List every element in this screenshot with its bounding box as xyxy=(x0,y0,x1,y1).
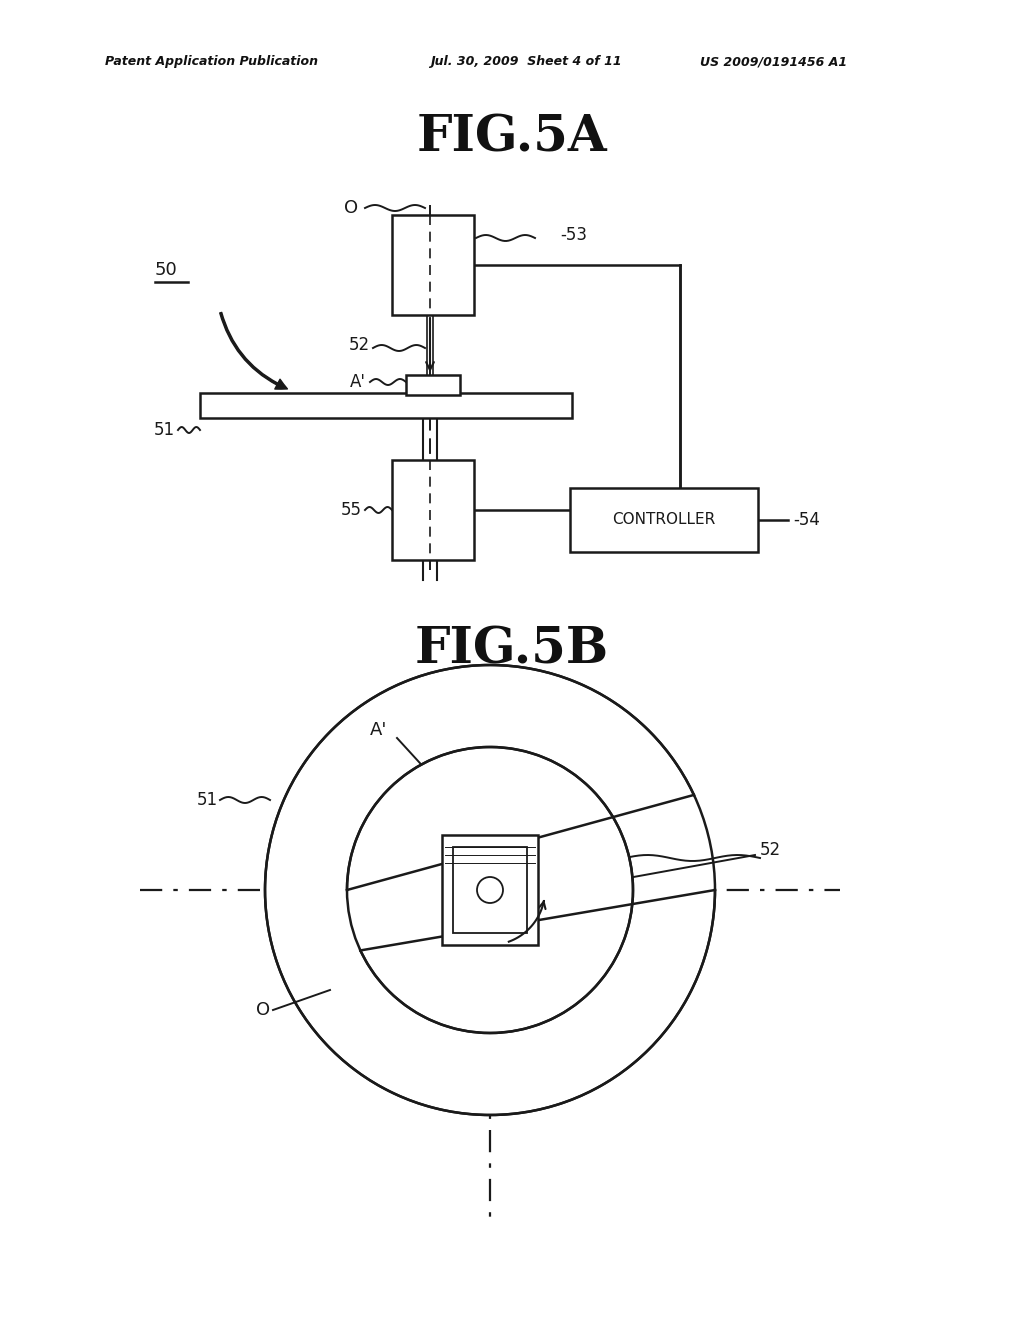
Text: Patent Application Publication: Patent Application Publication xyxy=(105,55,318,69)
Circle shape xyxy=(265,665,715,1115)
Bar xyxy=(406,375,460,395)
Text: 50: 50 xyxy=(155,261,178,279)
Text: 51: 51 xyxy=(154,421,175,440)
Text: A': A' xyxy=(370,721,387,739)
Text: 52: 52 xyxy=(349,337,370,354)
Text: 52: 52 xyxy=(760,841,781,859)
Text: US 2009/0191456 A1: US 2009/0191456 A1 xyxy=(700,55,847,69)
Text: O: O xyxy=(256,1001,270,1019)
Bar xyxy=(200,393,572,418)
Text: 51: 51 xyxy=(197,791,218,809)
Text: Jul. 30, 2009  Sheet 4 of 11: Jul. 30, 2009 Sheet 4 of 11 xyxy=(430,55,622,69)
Bar xyxy=(570,488,758,552)
Circle shape xyxy=(347,747,633,1034)
Text: FIG.5B: FIG.5B xyxy=(415,626,609,675)
Text: O: O xyxy=(344,199,358,216)
FancyArrowPatch shape xyxy=(220,313,288,389)
Circle shape xyxy=(477,876,503,903)
Bar xyxy=(392,459,474,560)
Bar xyxy=(392,215,474,315)
Text: CONTROLLER: CONTROLLER xyxy=(612,512,716,528)
Text: -53: -53 xyxy=(560,226,587,244)
Bar xyxy=(442,836,538,945)
Text: A': A' xyxy=(350,374,366,391)
Bar xyxy=(453,847,527,933)
Text: FIG.5A: FIG.5A xyxy=(417,114,607,162)
Text: 55: 55 xyxy=(341,502,362,519)
Text: -54: -54 xyxy=(793,511,820,529)
